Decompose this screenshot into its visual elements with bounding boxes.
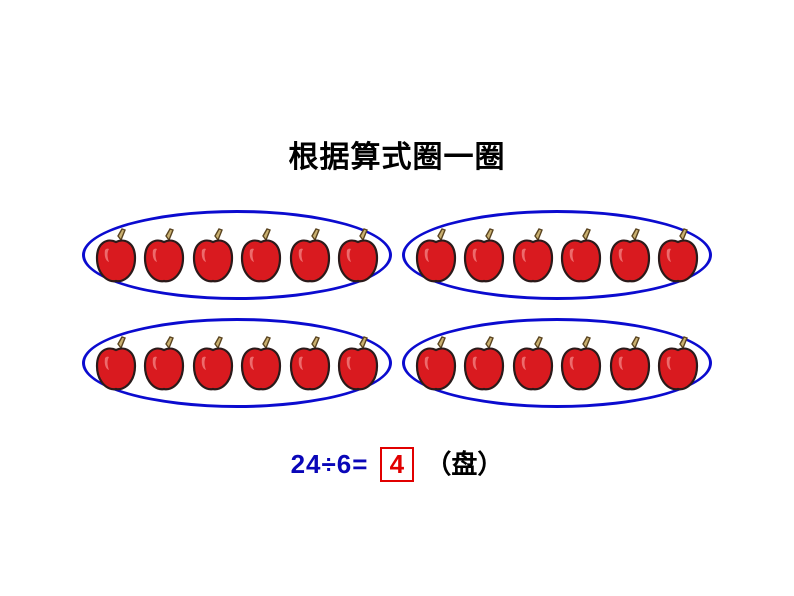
apples-row (414, 332, 700, 394)
apple-icon (191, 336, 235, 394)
equation: 24÷6= 4 （盘） (0, 444, 794, 482)
apple-icon (414, 336, 458, 394)
apples-row (94, 224, 380, 286)
apple-group (402, 210, 712, 300)
apple-icon (288, 336, 332, 394)
page-title: 根据算式圈一圈 (0, 132, 794, 176)
apple-icon (142, 228, 186, 286)
group-row (82, 318, 712, 408)
apple-icon (656, 336, 700, 394)
apple-icon (656, 228, 700, 286)
apple-groups-container (82, 210, 712, 426)
apple-icon (191, 228, 235, 286)
apple-icon (559, 336, 603, 394)
apple-icon (414, 228, 458, 286)
apple-group (82, 318, 392, 408)
apple-icon (239, 336, 283, 394)
apples-row (414, 224, 700, 286)
apple-group (402, 318, 712, 408)
apple-icon (608, 228, 652, 286)
apple-group (82, 210, 392, 300)
apple-icon (462, 228, 506, 286)
apple-icon (462, 336, 506, 394)
apple-icon (94, 336, 138, 394)
equation-unit: （盘） (425, 449, 503, 479)
apple-icon (142, 336, 186, 394)
equation-left: 24÷6= (291, 449, 369, 479)
apples-row (94, 332, 380, 394)
apple-icon (94, 228, 138, 286)
apple-icon (239, 228, 283, 286)
apple-icon (336, 336, 380, 394)
apple-icon (511, 336, 555, 394)
group-row (82, 210, 712, 300)
apple-icon (511, 228, 555, 286)
apple-icon (559, 228, 603, 286)
equation-answer: 4 (380, 447, 414, 482)
apple-icon (608, 336, 652, 394)
apple-icon (336, 228, 380, 286)
apple-icon (288, 228, 332, 286)
